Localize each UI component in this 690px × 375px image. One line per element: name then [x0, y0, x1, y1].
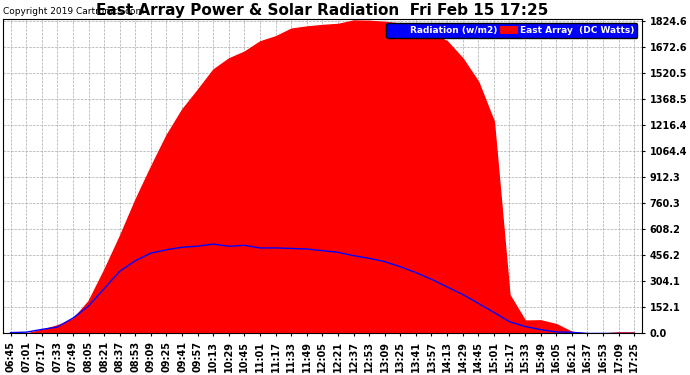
Text: Copyright 2019 Cartronics.com: Copyright 2019 Cartronics.com — [3, 7, 144, 16]
Legend: Radiation (w/m2), East Array  (DC Watts): Radiation (w/m2), East Array (DC Watts) — [386, 24, 638, 38]
Title: East Array Power & Solar Radiation  Fri Feb 15 17:25: East Array Power & Solar Radiation Fri F… — [96, 3, 549, 18]
